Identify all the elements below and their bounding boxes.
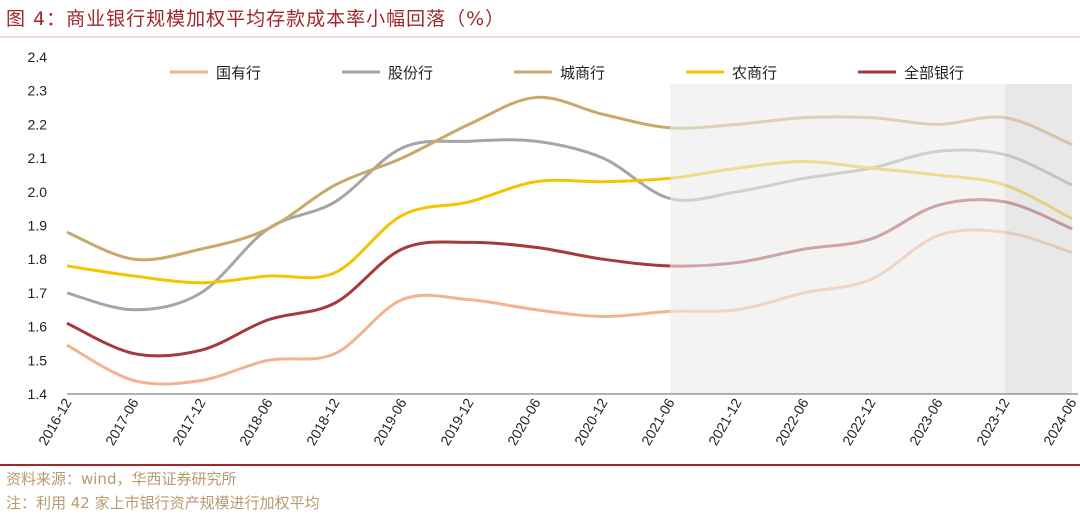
- x-tick-label: 2018-06: [236, 395, 276, 448]
- x-tick-label: 2022-06: [772, 395, 812, 448]
- shaded-region: [1005, 84, 1072, 394]
- legend-label: 国有行: [216, 64, 261, 82]
- y-tick-label: 1.8: [28, 251, 48, 267]
- y-tick-label: 1.4: [28, 386, 48, 402]
- x-tick-label: 2019-12: [437, 395, 477, 448]
- y-tick-label: 2.0: [28, 184, 48, 200]
- x-tick-label: 2017-12: [169, 395, 209, 448]
- y-tick-label: 2.3: [28, 83, 48, 99]
- x-tick-label: 2016-12: [35, 395, 75, 448]
- legend-label: 全部银行: [904, 64, 964, 82]
- y-tick-label: 2.1: [28, 150, 48, 166]
- y-tick-label: 2.4: [28, 49, 48, 65]
- x-tick-label: 2021-12: [705, 395, 745, 448]
- legend-label: 城商行: [560, 64, 605, 82]
- y-tick-label: 2.2: [28, 116, 48, 132]
- line-chart: 1.4 1.5 1.6 1.7 1.8 1.9 2.0 2.1 2.2 2.3 2.4 国有行 股份行 城…: [28, 49, 1080, 448]
- footnote: 注：利用 42 家上市银行资产规模进行加权平均: [6, 494, 320, 512]
- x-tick-label: 2018-12: [303, 395, 343, 448]
- x-tick-label: 2021-06: [638, 395, 678, 448]
- chart-title: 图 4：商业银行规模加权平均存款成本率小幅回落（%）: [6, 8, 506, 30]
- x-tick-label: 2020-06: [504, 395, 544, 448]
- x-tick-label: 2017-06: [102, 395, 142, 448]
- legend-label: 股份行: [388, 64, 433, 82]
- y-tick-label: 1.9: [28, 218, 48, 234]
- y-tick-label: 1.5: [28, 352, 48, 368]
- x-tick-label: 2020-12: [571, 395, 611, 448]
- x-tick-label: 2019-06: [370, 395, 410, 448]
- x-tick-label: 2023-12: [973, 395, 1013, 448]
- x-tick-label: 2022-12: [839, 395, 879, 448]
- legend-label: 农商行: [732, 64, 777, 82]
- title-divider: [0, 36, 1080, 38]
- x-tick-label: 2023-06: [906, 395, 946, 448]
- y-tick-label: 1.6: [28, 319, 48, 335]
- source-note: 资料来源：wind，华西证券研究所: [6, 470, 237, 488]
- shaded-region: [670, 84, 1005, 394]
- y-tick-label: 1.7: [28, 285, 48, 301]
- x-tick-label: 2024-06: [1040, 395, 1080, 448]
- footer-divider: [0, 464, 1080, 466]
